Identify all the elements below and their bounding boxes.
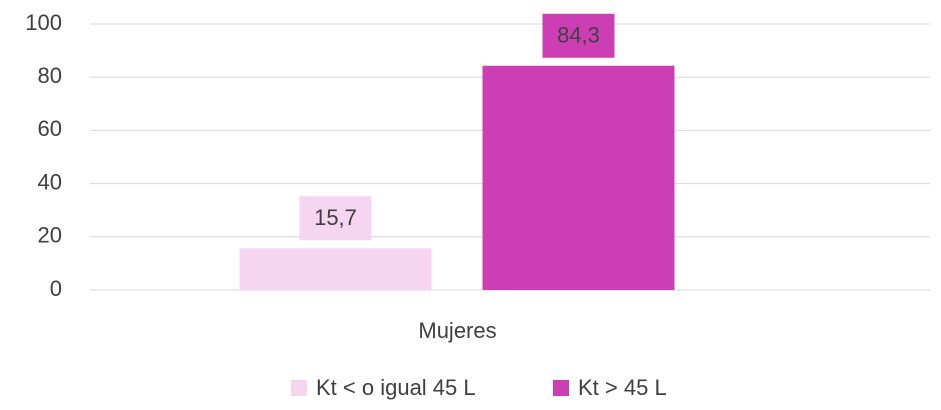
legend-label: Kt < o igual 45 L xyxy=(316,375,476,400)
y-tick-label: 40 xyxy=(38,169,62,194)
y-tick-label: 20 xyxy=(38,223,62,248)
y-tick-label: 80 xyxy=(38,63,62,88)
y-tick-label: 60 xyxy=(38,116,62,141)
legend-swatch xyxy=(553,380,569,396)
x-tick-label: Mujeres xyxy=(418,318,496,343)
bar xyxy=(239,248,432,290)
bar xyxy=(482,65,675,291)
data-label: 84,3 xyxy=(557,23,600,48)
y-tick-label: 100 xyxy=(25,10,62,35)
legend-label: Kt > 45 L xyxy=(578,375,667,400)
legend-swatch xyxy=(291,380,307,396)
data-label-box xyxy=(542,13,615,58)
data-label: 15,7 xyxy=(314,205,357,230)
y-tick-label: 0 xyxy=(50,276,62,301)
data-label-box xyxy=(299,196,372,241)
